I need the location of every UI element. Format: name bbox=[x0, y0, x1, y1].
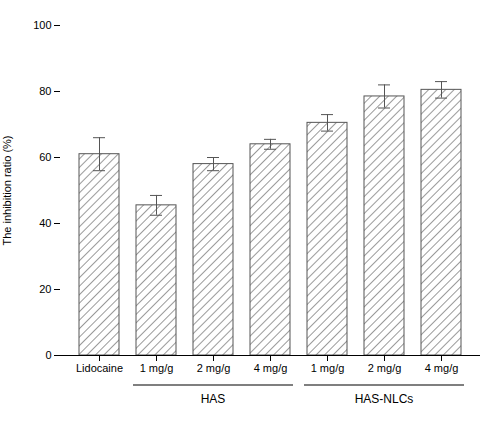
svg-text:1 mg/g: 1 mg/g bbox=[311, 362, 345, 374]
svg-text:Lidocaine: Lidocaine bbox=[76, 362, 123, 374]
svg-text:HAS: HAS bbox=[201, 392, 226, 406]
svg-text:The inhibition ratio (%): The inhibition ratio (%) bbox=[1, 135, 13, 245]
svg-text:2 mg/g: 2 mg/g bbox=[197, 362, 231, 374]
svg-text:100: 100 bbox=[33, 19, 51, 31]
svg-text:60: 60 bbox=[39, 151, 51, 163]
svg-text:4 mg/g: 4 mg/g bbox=[425, 362, 459, 374]
svg-text:4 mg/g: 4 mg/g bbox=[254, 362, 288, 374]
svg-text:2 mg/g: 2 mg/g bbox=[368, 362, 402, 374]
svg-text:HAS-NLCs: HAS-NLCs bbox=[355, 392, 414, 406]
svg-text:40: 40 bbox=[39, 217, 51, 229]
svg-text:80: 80 bbox=[39, 85, 51, 97]
svg-text:0: 0 bbox=[45, 349, 51, 361]
svg-text:20: 20 bbox=[39, 283, 51, 295]
svg-text:1 mg/g: 1 mg/g bbox=[140, 362, 174, 374]
